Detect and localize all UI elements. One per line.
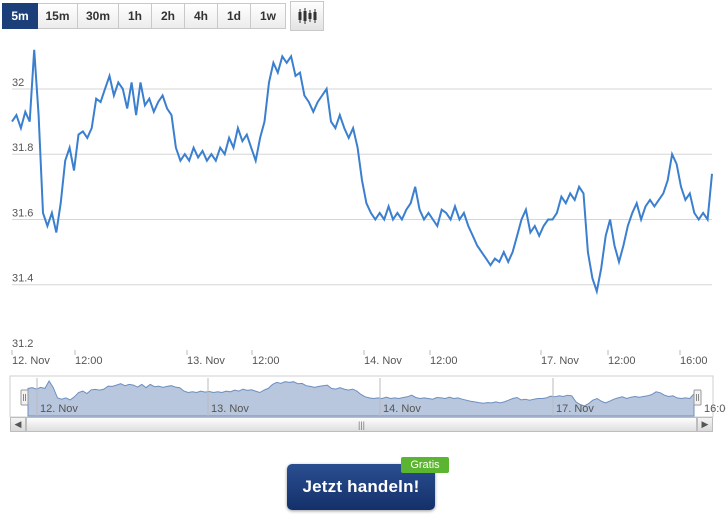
x-tick-label: 12:00 [430,355,458,367]
range-30m-button[interactable]: 30m [78,3,119,29]
navigator-labels: 12. Nov 13. Nov 14. Nov 17. Nov 16:00 [36,378,726,416]
chart-type-button[interactable] [290,1,324,31]
price-chart: 31.231.431.631.832 12. Nov 12:00 13. Nov 12… [9,49,726,417]
y-tick-label: 31.8 [12,142,33,154]
range-1w-button[interactable]: 1w [251,3,286,29]
y-tick-label: 32 [12,77,24,89]
navigator[interactable]: 12. Nov 13. Nov 14. Nov 17. Nov 16:00 [9,375,726,417]
navigator-label: 13. Nov [211,403,249,415]
range-toolbar: 5m 15m 30m 1h 2h 4h 1d 1w [2,1,324,31]
price-series-line [11,49,713,296]
scroll-right-button[interactable]: ▶ [697,418,712,431]
trade-now-button[interactable]: Jetzt handeln! [287,464,435,510]
x-axis: 12. Nov 12:00 13. Nov 12:00 14. Nov 12:00 17. … [11,350,708,367]
range-1d-button[interactable]: 1d [218,3,251,29]
x-tick-label: 13. Nov [187,355,225,367]
navigator-label: 17. Nov [556,403,594,415]
scroll-thumb[interactable]: ||| [26,418,697,431]
range-4h-button[interactable]: 4h [185,3,218,29]
y-axis: 31.2 31.4 31.6 31.8 32 [12,77,33,350]
range-1h-button[interactable]: 1h [119,3,152,29]
grid [12,88,712,286]
navigator-label: 12. Nov [40,403,78,415]
x-tick-label: 12:00 [608,355,636,367]
range-15m-button[interactable]: 15m [38,3,78,29]
navigator-handle-right[interactable] [693,389,702,406]
x-tick-label: 12. Nov [12,355,50,367]
navigator-handle-left[interactable] [20,389,29,406]
range-2h-button[interactable]: 2h [152,3,185,29]
scroll-left-button[interactable]: ◀ [11,418,26,431]
grip-icon: ||| [357,419,365,430]
x-tick-label: 12:00 [75,355,103,367]
y-tick-label: 31.6 [12,207,33,219]
range-5m-button[interactable]: 5m [2,3,38,29]
free-badge: Gratis [401,457,449,473]
navigator-label: 16:00 [704,403,726,415]
navigator-label: 14. Nov [383,403,421,415]
x-tick-label: 12:00 [252,355,280,367]
x-tick-label: 17. Nov [541,355,579,367]
chart-scrollbar[interactable]: ◀ ||| ▶ [10,417,713,432]
x-tick-label: 16:00 [680,355,708,367]
x-tick-label: 14. Nov [364,355,402,367]
candlestick-icon [298,8,317,24]
navigator-area [27,380,695,417]
y-tick-label: 31.2 [12,338,33,350]
y-tick-label: 31.4 [12,273,33,285]
